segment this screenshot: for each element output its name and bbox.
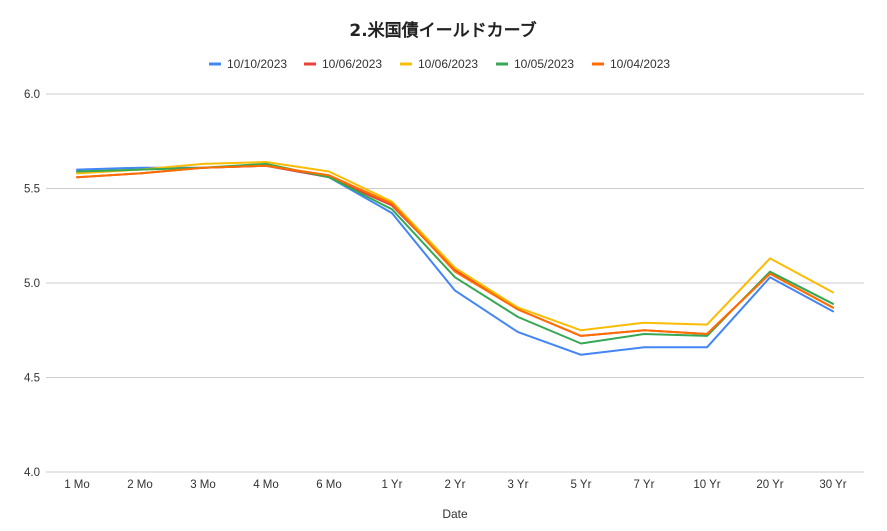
x-tick-label: 2 Yr <box>445 479 466 491</box>
series-line-3 <box>76 162 834 345</box>
series-lines <box>76 161 834 356</box>
legend-label: 10/06/2023 <box>418 57 478 71</box>
x-tick-label: 1 Yr <box>382 479 403 491</box>
legend-item: 10/04/2023 <box>592 57 670 71</box>
y-tick-label: 4.0 <box>24 467 40 479</box>
legend-item: 10/06/2023 <box>400 57 478 71</box>
x-tick-label: 1 Mo <box>64 479 90 491</box>
legend-item: 10/06/2023 <box>304 57 382 71</box>
gridlines <box>46 93 864 473</box>
x-tick-label: 7 Yr <box>634 479 655 491</box>
x-tick-label: 4 Mo <box>253 479 279 491</box>
x-tick-label: 5 Yr <box>571 479 592 491</box>
x-tick-label: 30 Yr <box>819 479 846 491</box>
legend-label: 10/10/2023 <box>227 57 287 71</box>
y-axis-ticks: 4.0 4.5 5.0 5.5 6.0 <box>24 89 40 479</box>
series-line-2 <box>76 161 834 332</box>
y-tick-label: 5.0 <box>24 278 40 290</box>
series-line-4 <box>76 164 834 337</box>
legend: 10/10/2023 10/06/2023 10/06/2023 10/05/2023… <box>209 57 670 71</box>
x-tick-label: 2 Mo <box>127 479 153 491</box>
legend-item: 10/05/2023 <box>496 57 574 71</box>
x-tick-label: 3 Mo <box>190 479 216 491</box>
chart-title: 2.米国債イールドカーブ <box>349 20 536 41</box>
y-tick-label: 4.5 <box>24 373 40 385</box>
x-tick-label: 10 Yr <box>693 479 720 491</box>
x-tick-label: 3 Yr <box>508 479 529 491</box>
x-tick-label: 20 Yr <box>756 479 783 491</box>
legend-label: 10/06/2023 <box>322 57 382 71</box>
y-tick-label: 5.5 <box>24 184 40 196</box>
legend-item: 10/10/2023 <box>209 57 287 71</box>
x-tick-label: 6 Mo <box>316 479 342 491</box>
series-line-0 <box>76 164 834 356</box>
y-tick-label: 6.0 <box>24 89 40 101</box>
x-axis-label: Date <box>442 507 468 521</box>
legend-label: 10/04/2023 <box>610 57 670 71</box>
x-axis-ticks: 1 Mo 2 Mo 3 Mo 4 Mo 6 Mo 1 Yr 2 Yr 3 Yr 5 Yr 7 Yr… <box>64 479 847 491</box>
legend-label: 10/05/2023 <box>514 57 574 71</box>
